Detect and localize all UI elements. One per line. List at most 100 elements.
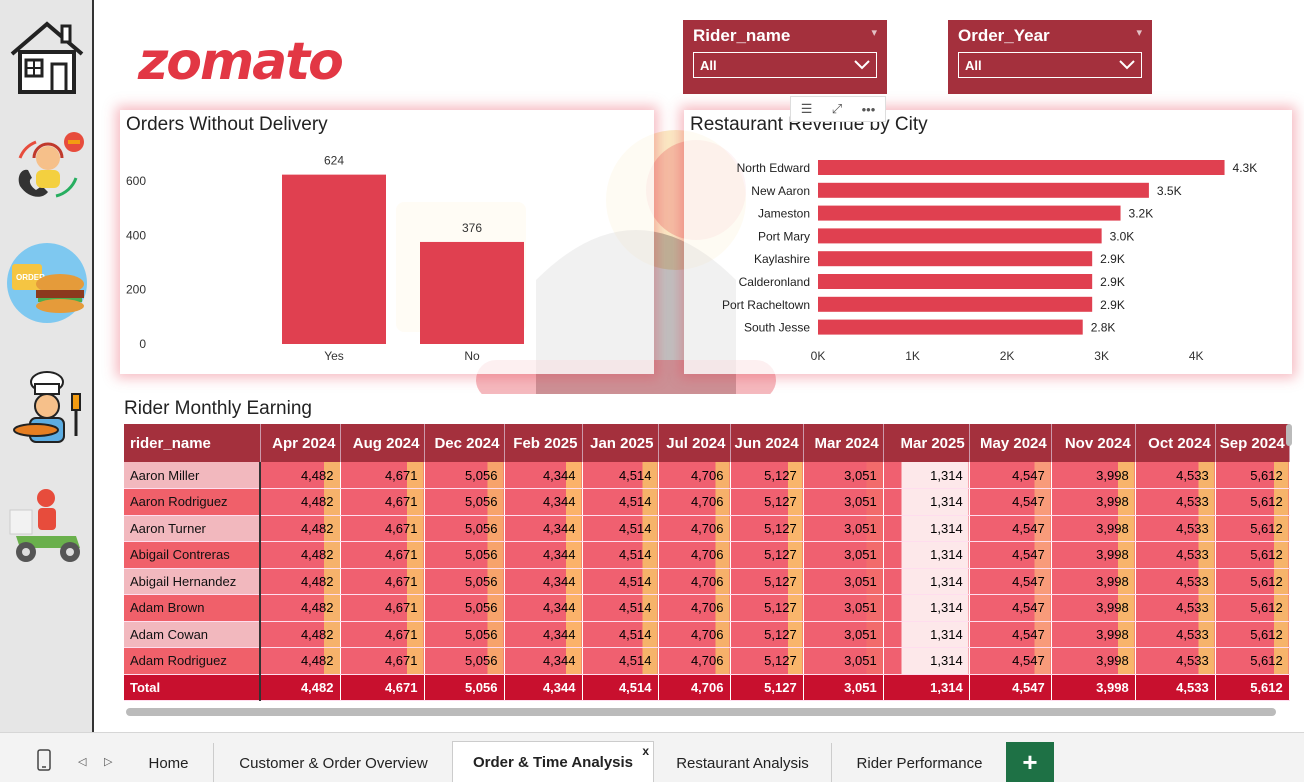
earning-cell: 4,533 xyxy=(1135,462,1216,489)
next-tab-arrow-icon[interactable]: ▷ xyxy=(104,756,113,768)
data-label: 2.8K xyxy=(1091,321,1116,335)
earning-cell: 4,547 xyxy=(969,541,1052,569)
earning-cell: 4,344 xyxy=(504,541,583,569)
earning-table: rider_name Apr 2024 Aug 2024 Dec 2024 Feb 20… xyxy=(124,424,1290,701)
earning-cell: 4,671 xyxy=(340,462,425,489)
filter-icon[interactable]: ☰ xyxy=(800,101,813,116)
earning-cell: 4,514 xyxy=(582,647,659,675)
earning-cell: 4,482 xyxy=(260,488,341,516)
delivery-rider-icon[interactable] xyxy=(6,486,88,568)
column-header[interactable]: Aug 2024 xyxy=(340,424,425,462)
earning-cell: 4,514 xyxy=(582,515,659,542)
earning-cell: 4,706 xyxy=(658,515,731,542)
earning-cell: 4,671 xyxy=(340,568,425,595)
earning-cell: 4,482 xyxy=(260,621,341,648)
orders-chart-title: Orders Without Delivery xyxy=(126,114,328,135)
earning-cell: 5,056 xyxy=(424,541,505,569)
earning-cell: 5,612 xyxy=(1215,621,1290,648)
total-cell: 4,547 xyxy=(969,674,1052,701)
y-tick-label: 0 xyxy=(139,337,146,351)
food-order-icon[interactable]: ORDER xyxy=(6,242,88,324)
table-row[interactable]: Abigail Hernandez 4,482 4,671 5,056 4,344 4,5… xyxy=(124,568,1290,595)
x-tick-label: 4K xyxy=(1189,349,1204,363)
data-label: 2.9K xyxy=(1100,298,1125,312)
page-tab-bar: ◁ ▷ Home Customer & Order Overview Order… xyxy=(0,732,1304,782)
x-tick-label: 2K xyxy=(1000,349,1015,363)
earning-cell: 5,127 xyxy=(730,541,804,569)
table-row[interactable]: Adam Rodriguez 4,482 4,671 5,056 4,344 4,514 4… xyxy=(124,647,1290,675)
earning-cell: 4,533 xyxy=(1135,568,1216,595)
total-cell: 5,612 xyxy=(1215,674,1290,701)
table-row[interactable]: Aaron Rodriguez 4,482 4,671 5,056 4,344 4,514… xyxy=(124,488,1290,516)
table-row[interactable]: Aaron Miller 4,482 4,671 5,056 4,344 4,514 4,7… xyxy=(124,462,1290,489)
column-header[interactable]: Jul 2024 xyxy=(658,424,731,462)
tab-home[interactable]: Home xyxy=(124,743,214,782)
chevron-down-icon xyxy=(854,60,870,70)
column-header[interactable]: Nov 2024 xyxy=(1051,424,1136,462)
category-label: South Jesse xyxy=(744,321,810,335)
column-header[interactable]: Apr 2024 xyxy=(260,424,341,462)
close-tab-icon[interactable]: x xyxy=(642,744,649,758)
add-page-button[interactable]: + xyxy=(1006,742,1054,782)
rider-name-cell: Abigail Hernandez xyxy=(124,568,261,595)
tab-order-time-analysis[interactable]: Order & Time Analysis x xyxy=(452,741,654,782)
earning-cell: 4,514 xyxy=(582,488,659,516)
report-canvas: zomato Rider_name ▾ All Order_Year ▾ All xyxy=(96,0,1300,732)
category-label: Port Mary xyxy=(758,229,810,243)
table-row[interactable]: Abigail Contreras 4,482 4,671 5,056 4,344 4,5… xyxy=(124,541,1290,569)
phone-icon[interactable] xyxy=(36,749,52,771)
column-header[interactable]: Jun 2024 xyxy=(730,424,804,462)
column-header[interactable]: Sep 2024 xyxy=(1215,424,1290,462)
table-header-row: rider_name Apr 2024 Aug 2024 Dec 2024 Feb 20… xyxy=(124,424,1290,462)
earning-cell: 4,533 xyxy=(1135,594,1216,622)
column-header[interactable]: Mar 2024 xyxy=(803,424,884,462)
tab-customer-order-overview[interactable]: Customer & Order Overview xyxy=(214,743,454,782)
chevron-down-icon xyxy=(1119,60,1135,70)
earning-cell: 4,514 xyxy=(582,541,659,569)
order-year-dropdown[interactable]: All xyxy=(958,52,1142,78)
home-icon[interactable] xyxy=(6,14,88,96)
focus-mode-icon[interactable]: ⤢ xyxy=(831,101,843,116)
matrix-horizontal-scrollbar[interactable] xyxy=(126,708,1276,716)
column-header[interactable]: Jan 2025 xyxy=(582,424,659,462)
rider-name-cell: Adam Cowan xyxy=(124,621,261,648)
earning-cell: 3,998 xyxy=(1051,515,1136,542)
earning-cell: 5,056 xyxy=(424,515,505,542)
customer-service-icon[interactable] xyxy=(6,128,88,210)
data-label: 3.0K xyxy=(1110,229,1135,243)
earning-cell: 3,998 xyxy=(1051,462,1136,489)
earning-cell: 4,706 xyxy=(658,568,731,595)
earning-cell: 3,998 xyxy=(1051,647,1136,675)
column-header[interactable]: May 2024 xyxy=(969,424,1052,462)
earning-cell: 1,314 xyxy=(883,515,970,542)
order-year-dropdown-value: All xyxy=(965,57,982,73)
chef-icon[interactable] xyxy=(6,368,88,450)
earning-cell: 4,671 xyxy=(340,647,425,675)
earning-cell: 3,998 xyxy=(1051,594,1136,622)
tab-rider-performance[interactable]: Rider Performance xyxy=(832,743,1008,782)
y-tick-label: 200 xyxy=(126,283,146,297)
column-header[interactable]: rider_name xyxy=(124,424,261,462)
tab-restaurant-analysis[interactable]: Restaurant Analysis xyxy=(654,743,832,782)
x-tick-label: 3K xyxy=(1094,349,1109,363)
category-label: Port Racheltown xyxy=(722,298,810,312)
previous-tab-arrow-icon[interactable]: ◁ xyxy=(78,756,87,768)
earning-cell: 4,482 xyxy=(260,515,341,542)
column-header[interactable]: Mar 2025 xyxy=(883,424,970,462)
column-header[interactable]: Oct 2024 xyxy=(1135,424,1216,462)
rider-name-cell: Aaron Turner xyxy=(124,515,261,542)
earning-cell: 5,127 xyxy=(730,462,804,489)
table-row[interactable]: Adam Cowan 4,482 4,671 5,056 4,344 4,514 4,706… xyxy=(124,621,1290,648)
orders-without-delivery-chart: Orders Without Delivery 0 200 400 600 624 Yes… xyxy=(120,110,654,374)
matrix-vertical-scrollbar[interactable] xyxy=(1286,424,1292,446)
order-year-slicer: Order_Year ▾ All xyxy=(948,20,1152,94)
table-row[interactable]: Aaron Turner 4,482 4,671 5,056 4,344 4,514 4,7… xyxy=(124,515,1290,542)
rider-name-dropdown[interactable]: All xyxy=(693,52,877,78)
earning-cell: 5,612 xyxy=(1215,647,1290,675)
column-header[interactable]: Dec 2024 xyxy=(424,424,505,462)
earning-cell: 4,671 xyxy=(340,594,425,622)
earning-cell: 3,998 xyxy=(1051,621,1136,648)
more-options-icon[interactable]: ••• xyxy=(861,101,876,117)
table-row[interactable]: Adam Brown 4,482 4,671 5,056 4,344 4,514 4,706… xyxy=(124,594,1290,622)
column-header[interactable]: Feb 2025 xyxy=(504,424,583,462)
